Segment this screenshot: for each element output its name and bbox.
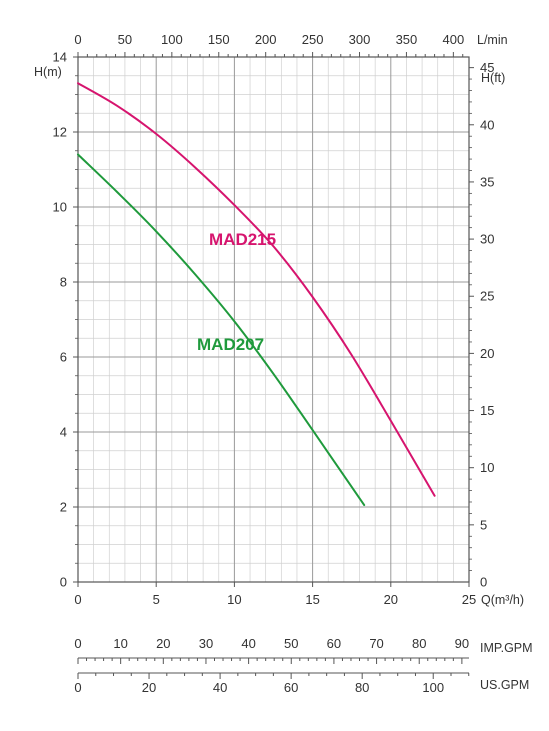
imp-gpm-scale: 0 10 20 30 40 50 60 70 80 90 IMP.GPM (74, 636, 533, 664)
performance-curves (77, 82, 436, 507)
top-tick-label: 100 (161, 32, 183, 47)
right-tick-label: 0 (480, 575, 487, 590)
us-tick-label: 80 (355, 680, 369, 695)
x-tick-label: 20 (384, 592, 398, 607)
right-axis-label: H(ft) (481, 71, 505, 85)
us-tick-label: 100 (422, 680, 444, 695)
top-tick-label: 400 (443, 32, 465, 47)
imp-tick-label: 70 (369, 636, 383, 651)
right-tick-label: 30 (480, 232, 494, 247)
right-tick-label: 45 (480, 60, 494, 75)
us-tick-label: 0 (74, 680, 81, 695)
right-tick-label: 20 (480, 346, 494, 361)
imp-tick-label: 20 (156, 636, 170, 651)
x-axis-label: Q(m³/h) (481, 593, 524, 607)
right-tick-label: 40 (480, 117, 494, 132)
x-tick-label: 0 (74, 592, 81, 607)
y-tick-label: 2 (60, 500, 67, 515)
imp-tick-label: 90 (455, 636, 469, 651)
y-tick-label: 8 (60, 275, 67, 290)
imp-tick-label: 10 (113, 636, 127, 651)
right-tick-label: 25 (480, 289, 494, 304)
x-axis-bottom: 0 5 10 15 20 25 Q(m³/h) (74, 582, 524, 607)
series-label-mad207: MAD207 (197, 335, 264, 354)
series-labels: MAD215 MAD207 (197, 230, 276, 354)
imp-tick-label: 30 (199, 636, 213, 651)
y-tick-label: 6 (60, 350, 67, 365)
imp-tick-label: 40 (241, 636, 255, 651)
top-axis-label: L/min (477, 33, 508, 47)
imp-tick-label: 50 (284, 636, 298, 651)
top-tick-label: 350 (396, 32, 418, 47)
us-tick-label: 40 (213, 680, 227, 695)
minor-grid (78, 57, 469, 582)
right-tick-label: 15 (480, 403, 494, 418)
right-tick-label: 35 (480, 174, 494, 189)
major-grid (78, 56, 469, 582)
y-tick-label: 14 (53, 50, 67, 65)
y-axis-left: 0 2 4 6 8 10 12 14H(m) (34, 50, 78, 590)
y-axis-right: 0 5 10 15 20 25 30 35 40 45H(ft) (469, 60, 505, 590)
x-tick-label: 5 (153, 592, 160, 607)
right-tick-label: 5 (480, 517, 487, 532)
top-tick-label: 50 (118, 32, 132, 47)
y-tick-label: 12 (53, 125, 67, 140)
imp-tick-label: 0 (74, 636, 81, 651)
top-tick-label: 0 (74, 32, 81, 47)
imp-tick-label: 60 (327, 636, 341, 651)
top-tick-label: 250 (302, 32, 324, 47)
us-tick-label: 20 (142, 680, 156, 695)
us-tick-label: 60 (284, 680, 298, 695)
series-label-mad215: MAD215 (209, 230, 276, 249)
x-tick-label: 15 (305, 592, 319, 607)
y-tick-label: 10 (53, 200, 67, 215)
right-tick-label: 10 (480, 460, 494, 475)
top-tick-label: 300 (349, 32, 371, 47)
us-scale-label: US.GPM (480, 678, 529, 692)
top-tick-label: 200 (255, 32, 277, 47)
imp-scale-label: IMP.GPM (480, 641, 533, 655)
y-tick-label: 0 (60, 575, 67, 590)
x-axis-top: 0 50 100 150 200 250 300 350 400 L/min (74, 32, 508, 57)
y-tick-label: 4 (60, 425, 67, 440)
curve-mad207 (77, 153, 366, 507)
x-tick-label: 10 (227, 592, 241, 607)
us-gpm-scale: 0 20 40 60 80 100 US.GPM (74, 672, 529, 695)
imp-tick-label: 80 (412, 636, 426, 651)
y-axis-label: H(m) (34, 65, 62, 79)
x-tick-label: 25 (462, 592, 476, 607)
curve-mad215 (77, 82, 436, 497)
top-tick-label: 150 (208, 32, 230, 47)
